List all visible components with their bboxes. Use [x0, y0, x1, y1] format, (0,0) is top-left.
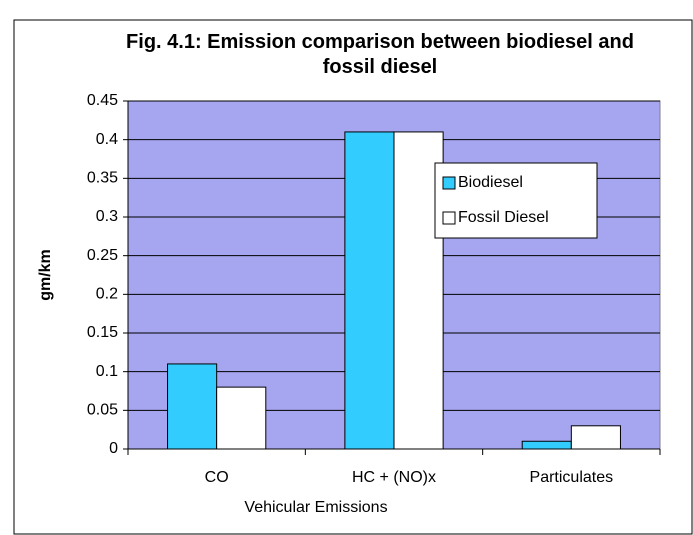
y-tick-label: 0.25: [87, 247, 118, 264]
y-tick-label: 0.2: [96, 286, 118, 303]
bar: [167, 363, 218, 450]
legend-label: Biodiesel: [458, 174, 523, 191]
chart-title: Fig. 4.1: Emission comparison between bi…: [126, 31, 634, 78]
x-tick-label: Particulates: [530, 469, 614, 486]
y-axis-label: gm/km: [37, 249, 54, 301]
y-tick-label: 0.4: [96, 131, 118, 148]
x-tick-label: HC + (NO)x: [352, 469, 436, 486]
y-tick-label: 0.15: [87, 324, 118, 341]
y-tick-label: 0.1: [96, 363, 118, 380]
y-tick-label: 0: [109, 440, 118, 457]
y-tick-label: 0.3: [96, 208, 118, 225]
legend-swatch: [442, 211, 456, 225]
legend-box: [434, 162, 598, 239]
bar: [521, 440, 572, 450]
bar: [570, 425, 621, 450]
y-tick-label: 0.35: [87, 170, 118, 187]
legend-label: Fossil Diesel: [458, 209, 549, 226]
y-tick-label: 0.45: [87, 92, 118, 109]
y-tick-label: 0.05: [87, 402, 118, 419]
bar: [344, 131, 395, 450]
x-tick-label: CO: [205, 469, 229, 486]
legend-swatch: [442, 176, 456, 190]
x-axis-label: Vehicular Emissions: [244, 499, 387, 516]
bar: [216, 386, 267, 450]
